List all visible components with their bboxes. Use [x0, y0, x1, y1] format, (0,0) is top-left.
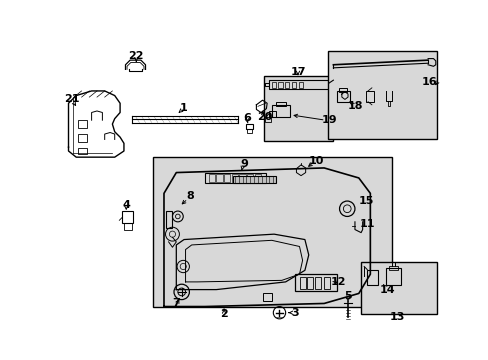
Text: 12: 12: [329, 277, 345, 287]
Text: 16: 16: [421, 77, 436, 87]
Bar: [277, 82, 282, 88]
Bar: [122, 211, 133, 223]
Bar: [271, 82, 276, 88]
Bar: [385, 268, 400, 285]
Text: 2: 2: [220, 309, 227, 319]
Text: 14: 14: [379, 285, 394, 294]
Text: 19: 19: [321, 115, 337, 125]
Bar: [388, 266, 397, 270]
Bar: [239, 174, 245, 182]
Bar: [268, 111, 276, 117]
Bar: [153, 157, 391, 307]
Bar: [338, 88, 346, 92]
Bar: [204, 172, 266, 183]
Bar: [271, 105, 290, 117]
Bar: [366, 91, 373, 102]
Text: 20: 20: [257, 112, 272, 122]
Text: 18: 18: [346, 101, 362, 111]
Bar: [165, 211, 171, 228]
Bar: [337, 91, 349, 102]
Bar: [264, 76, 333, 141]
Text: 17: 17: [289, 67, 305, 77]
Bar: [298, 82, 303, 88]
Bar: [360, 262, 436, 314]
Text: 8: 8: [186, 191, 194, 201]
Bar: [231, 174, 238, 182]
Bar: [78, 120, 87, 128]
Bar: [268, 80, 328, 89]
Bar: [78, 134, 87, 142]
Bar: [276, 102, 285, 105]
Text: 13: 13: [389, 312, 404, 322]
Text: 11: 11: [359, 219, 374, 229]
Bar: [216, 174, 222, 182]
Text: 5: 5: [344, 291, 351, 301]
Bar: [254, 174, 261, 182]
Bar: [246, 174, 253, 182]
Bar: [291, 82, 296, 88]
Text: 21: 21: [64, 94, 79, 104]
Bar: [233, 176, 275, 183]
Bar: [262, 293, 271, 301]
Text: 10: 10: [308, 156, 324, 166]
Bar: [327, 51, 436, 139]
Bar: [324, 276, 329, 289]
Bar: [264, 117, 270, 122]
Bar: [224, 174, 230, 182]
Text: 7: 7: [172, 298, 180, 309]
Text: 3: 3: [290, 308, 298, 318]
Bar: [246, 130, 251, 132]
Text: 6: 6: [243, 113, 250, 123]
Bar: [294, 274, 337, 291]
Bar: [299, 276, 305, 289]
Text: 4: 4: [122, 200, 130, 210]
Text: 15: 15: [358, 196, 373, 206]
Bar: [78, 148, 87, 154]
Bar: [208, 174, 214, 182]
Bar: [306, 276, 313, 289]
Bar: [123, 223, 131, 230]
Bar: [366, 270, 377, 285]
Bar: [285, 82, 289, 88]
Bar: [314, 276, 321, 289]
Text: 22: 22: [128, 51, 144, 61]
Bar: [245, 124, 253, 130]
Text: 1: 1: [180, 103, 187, 113]
Text: 9: 9: [240, 159, 247, 169]
